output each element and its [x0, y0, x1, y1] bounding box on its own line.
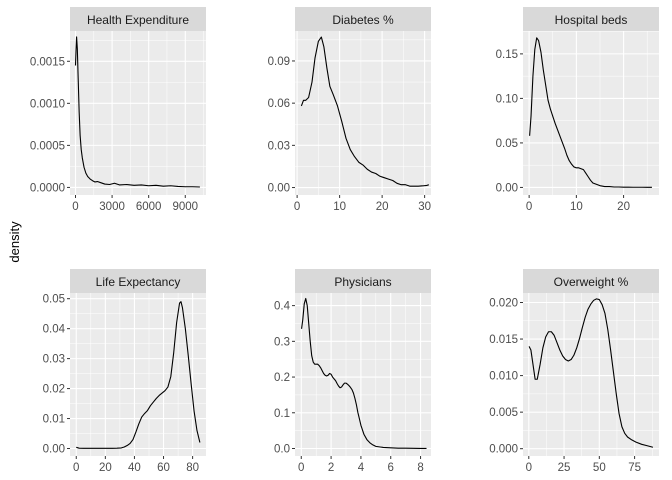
- y-tick-label: 0.00: [496, 182, 518, 194]
- x-tick-label: 0: [294, 201, 300, 213]
- facet-strip: [295, 269, 431, 293]
- y-tick-label: 0.05: [496, 138, 518, 150]
- x-tick-label: 8: [417, 462, 423, 474]
- facet-panel: Hospital beds 0 10 20 0.00 0.05 0.10 0.15: [496, 7, 659, 213]
- y-tick-label: 0.0010: [30, 98, 65, 110]
- x-tick-label: 60: [157, 462, 170, 474]
- panel-background: [523, 31, 659, 195]
- x-tick-label: 0: [72, 201, 78, 213]
- x-tick-label: 6000: [136, 201, 162, 213]
- density-line: [74, 36, 200, 188]
- y-tick-label: 0.03: [268, 140, 290, 152]
- x-tick-label: 9000: [172, 201, 198, 213]
- x-tick-label: 20: [376, 201, 389, 213]
- density-line: [528, 298, 654, 448]
- panel-background: [70, 293, 206, 456]
- x-tick-label: 40: [128, 462, 141, 474]
- panel-background: [295, 31, 431, 195]
- facet-panel: Health Expenditure 0 3000 6000 9000 0.0000 0.0…: [30, 7, 206, 213]
- y-tick-label: 0.15: [496, 49, 518, 61]
- facet-strip: [523, 269, 659, 293]
- y-tick-label: 0.005: [489, 407, 518, 419]
- x-tick-label: 3000: [99, 201, 125, 213]
- facet-strip: [70, 7, 206, 31]
- y-tick-label: 0.4: [274, 301, 291, 313]
- y-tick-label: 0.06: [268, 98, 290, 110]
- facet-strip: [70, 269, 206, 293]
- x-tick-label: 20: [99, 462, 112, 474]
- x-tick-label: 20: [617, 201, 630, 213]
- x-tick-label: 4: [358, 462, 365, 474]
- panel-background: [523, 293, 659, 456]
- facet-panel: Diabetes % 0 10 20 30 0.00 0.03 0.06 0.09: [268, 7, 431, 213]
- facet-panel: Overweight % 0 25 50 75 0.000 0.005 0.010 0.015 0…: [489, 269, 659, 474]
- x-tick-label: 0: [298, 462, 304, 474]
- x-tick-label: 75: [628, 462, 641, 474]
- y-tick-label: 0.000: [489, 444, 518, 456]
- x-tick-label: 30: [418, 201, 431, 213]
- y-tick-label: 0.1: [274, 408, 290, 420]
- panel-background: [295, 293, 431, 456]
- x-tick-label: 0: [73, 462, 79, 474]
- y-axis-label: density: [7, 221, 22, 263]
- facet-title: Diabetes %: [332, 13, 394, 27]
- panel-background: [70, 31, 206, 195]
- y-tick-label: 0.0005: [30, 140, 65, 152]
- facet-title: Hospital beds: [555, 13, 628, 27]
- y-tick-label: 0.010: [489, 371, 518, 383]
- x-tick-label: 0: [526, 201, 532, 213]
- x-tick-label: 0: [526, 462, 532, 474]
- y-tick-label: 0.020: [489, 298, 518, 310]
- y-tick-label: 0.00: [43, 444, 65, 456]
- y-tick-label: 0.3: [274, 336, 290, 348]
- y-tick-label: 0.0000: [30, 182, 65, 194]
- facet-strip: [295, 7, 431, 31]
- x-tick-label: 25: [558, 462, 571, 474]
- x-tick-label: 6: [388, 462, 394, 474]
- facet-strip: [523, 7, 659, 31]
- x-tick-label: 2: [328, 462, 334, 474]
- y-tick-label: 0.03: [43, 354, 65, 366]
- x-tick-label: 10: [570, 201, 583, 213]
- x-tick-label: 50: [593, 462, 606, 474]
- facet-title: Physicians: [334, 275, 391, 289]
- density-line: [301, 297, 427, 449]
- facet-title: Overweight %: [554, 275, 629, 289]
- y-tick-label: 0.09: [268, 56, 290, 68]
- y-tick-label: 0.04: [43, 324, 66, 336]
- facet-panel: Life Expectancy 0 20 40 60 80 0.00 0.01 0.02 0.03…: [43, 269, 206, 474]
- y-tick-label: 0.10: [496, 93, 518, 105]
- y-tick-label: 0.05: [43, 294, 65, 306]
- facet-panel: Physicians 0 2 4 6 8 0.0 0.1 0.2 0.3 0.4: [274, 269, 431, 474]
- x-tick-label: 10: [333, 201, 346, 213]
- facet-title: Life Expectancy: [96, 275, 181, 289]
- facet-title: Health Expenditure: [87, 13, 189, 27]
- y-tick-label: 0.015: [489, 334, 518, 346]
- density-line: [76, 301, 201, 449]
- density-line: [300, 36, 430, 187]
- y-tick-label: 0.0015: [30, 56, 65, 68]
- y-tick-label: 0.02: [43, 384, 65, 396]
- y-tick-label: 0.2: [274, 372, 290, 384]
- x-tick-label: 80: [186, 462, 199, 474]
- density-line: [529, 37, 652, 188]
- y-tick-label: 0.00: [268, 183, 290, 195]
- y-tick-label: 0.0: [274, 443, 290, 455]
- y-tick-label: 0.01: [43, 414, 65, 426]
